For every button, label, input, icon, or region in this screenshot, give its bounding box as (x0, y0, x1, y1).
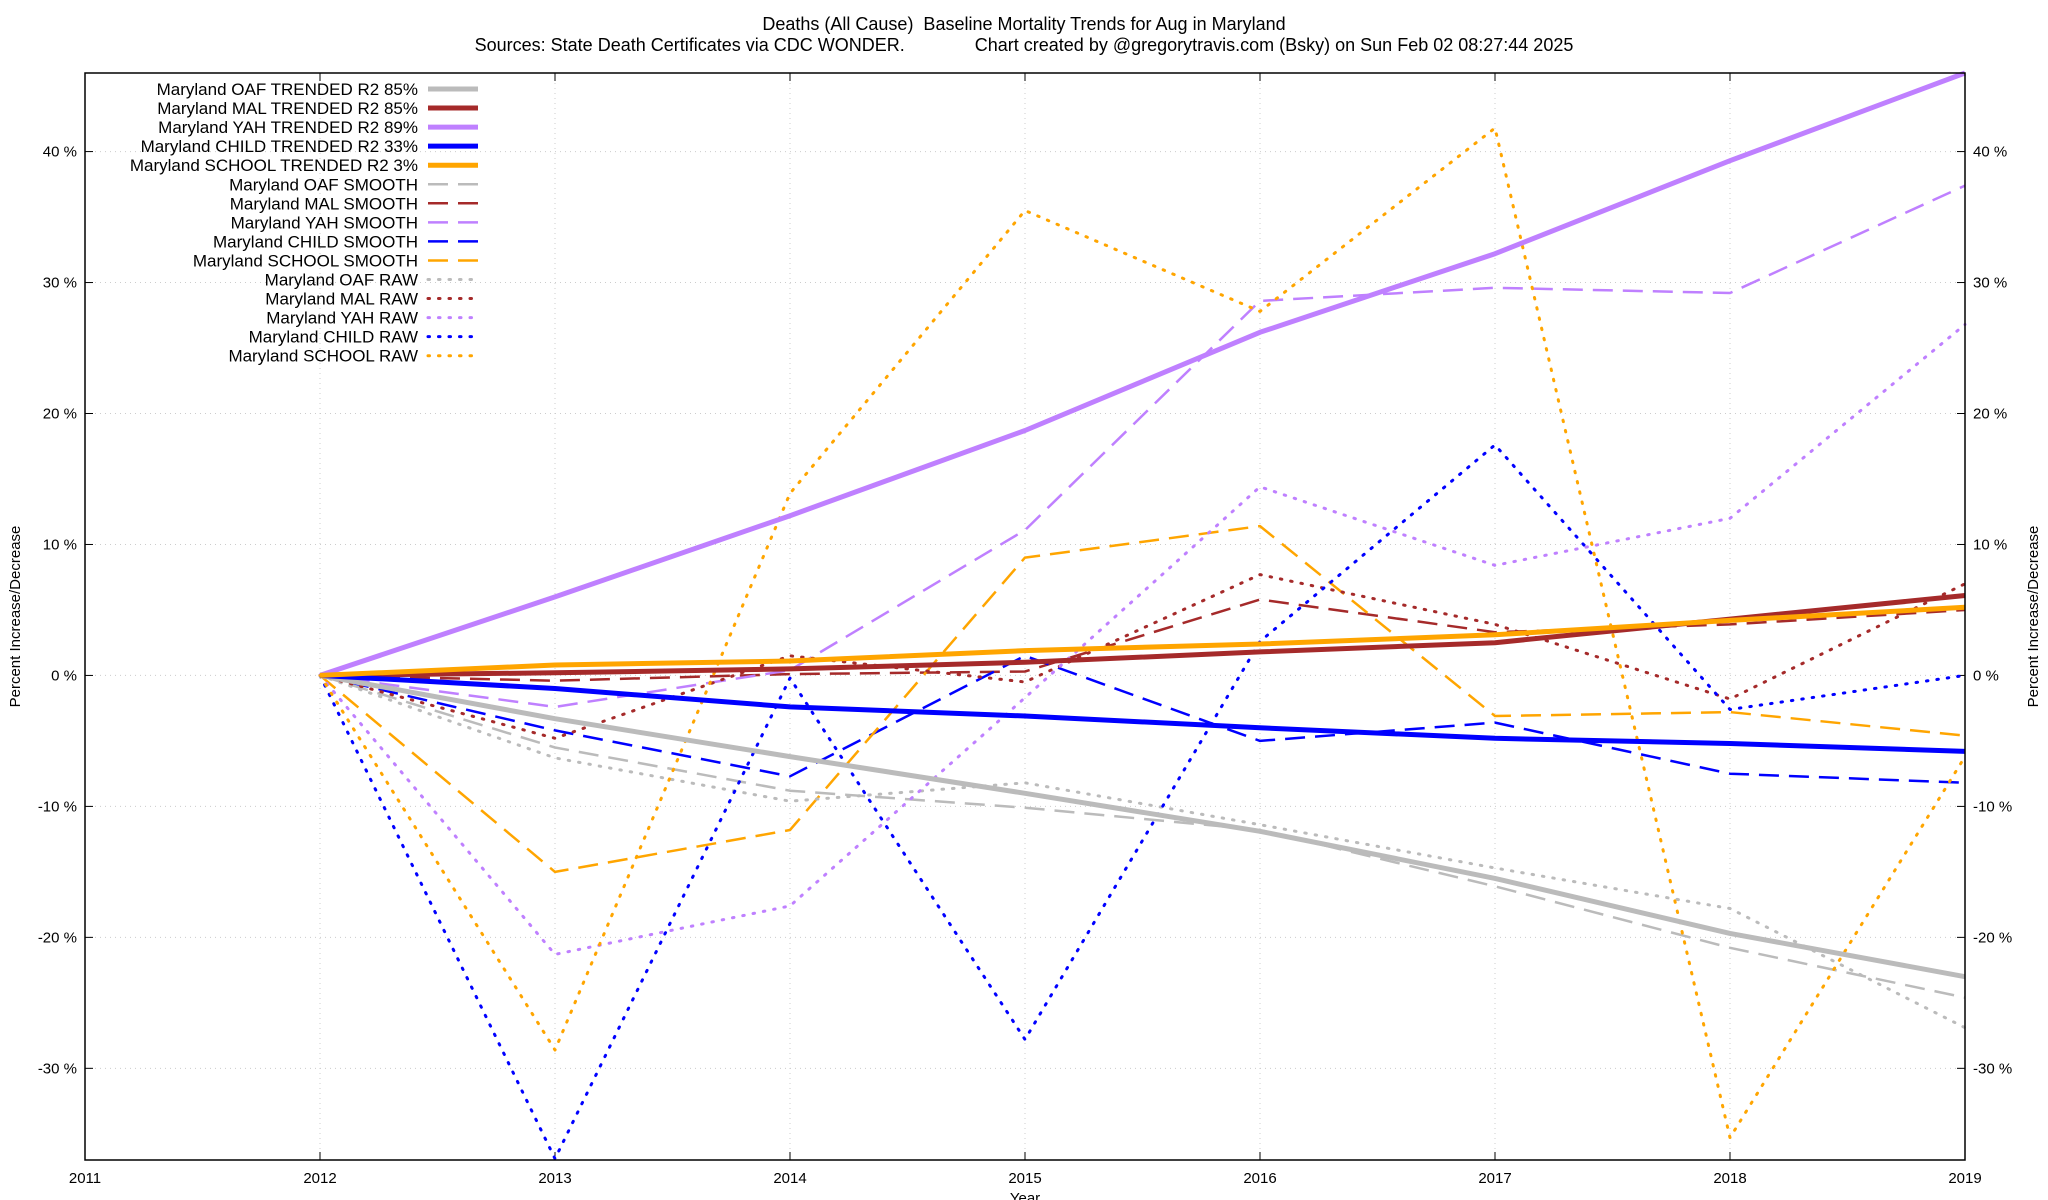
y2-axis-label: Percent Increase/Decrease (2025, 526, 2042, 708)
series-line-4 (319, 672, 1966, 754)
legend-label: Maryland SCHOOL SMOOTH (193, 251, 418, 270)
series-line-8 (319, 184, 1966, 709)
chart-title: Deaths (All Cause) Baseline Mortality Tr… (762, 14, 1286, 34)
axis-ticks: -30 % -30 % -20 % -20 % -10 % -10 % 0 % 0 % 10 %… (38, 73, 2012, 1187)
y2-tick-label: -10 % (1973, 798, 2012, 815)
plot-frame (84, 72, 1966, 1161)
series-line-1 (319, 672, 1966, 980)
y-tick-label: 0 % (51, 667, 77, 684)
series-line-13 (318, 323, 1967, 956)
x-axis-label: Year (1010, 1190, 1040, 1200)
legend-label: Maryland MAL TRENDED R2 85% (157, 99, 418, 118)
x-tick-label: 2014 (773, 1170, 806, 1187)
series-line-3 (319, 70, 1966, 678)
y2-tick-label: 0 % (1973, 667, 1999, 684)
legend-label: Maryland YAH SMOOTH (231, 213, 418, 232)
x-tick-label: 2019 (1948, 1170, 1981, 1187)
y-tick-label: 40 % (43, 144, 77, 161)
x-tick-label: 2013 (538, 1170, 571, 1187)
y-tick-label: -10 % (38, 798, 77, 815)
y2-tick-label: 10 % (1973, 536, 2007, 553)
y2-tick-label: 40 % (1973, 144, 2007, 161)
x-tick-label: 2011 (69, 1170, 101, 1187)
series-line-11 (318, 673, 1967, 1030)
series-lines (318, 70, 1967, 1161)
legend-label: Maryland CHILD RAW (249, 328, 418, 347)
series-line-14 (318, 443, 1967, 1161)
x-tick-label: 2016 (1243, 1170, 1276, 1187)
y2-tick-label: 30 % (1973, 275, 2007, 292)
series-line-5 (319, 604, 1966, 678)
y2-tick-label: -30 % (1973, 1060, 2012, 1077)
legend-label: Maryland YAH TRENDED R2 89% (158, 118, 418, 137)
legend: Maryland OAF TRENDED R2 85%Maryland MAL … (130, 80, 480, 366)
x-tick-label: 2018 (1713, 1170, 1746, 1187)
legend-label: Maryland CHILD SMOOTH (213, 232, 418, 251)
y-tick-label: -30 % (38, 1060, 77, 1077)
legend-label: Maryland SCHOOL TRENDED R2 3% (130, 156, 418, 175)
x-tick-label: 2017 (1478, 1170, 1511, 1187)
y2-tick-label: -20 % (1973, 929, 2012, 946)
chart-subtitle: Sources: State Death Certificates via CD… (474, 35, 1574, 55)
x-tick-label: 2015 (1008, 1170, 1041, 1187)
series-line-7 (319, 598, 1966, 682)
legend-label: Maryland YAH RAW (266, 309, 418, 328)
series-line-15 (318, 126, 1967, 1140)
y-axis-label: Percent Increase/Decrease (7, 526, 24, 708)
grid-lines (85, 73, 1965, 1160)
legend-label: Maryland MAL RAW (265, 290, 418, 309)
y2-tick-label: 20 % (1973, 406, 2007, 423)
legend-label: Maryland MAL SMOOTH (230, 194, 418, 213)
y-tick-label: 30 % (43, 275, 77, 292)
series-line-10 (319, 524, 1966, 874)
y-tick-label: -20 % (38, 929, 77, 946)
legend-label: Maryland OAF SMOOTH (229, 175, 418, 194)
legend-label: Maryland OAF RAW (265, 271, 418, 290)
y-tick-label: 20 % (43, 406, 77, 423)
y-tick-label: 10 % (43, 536, 77, 553)
legend-label: Maryland CHILD TRENDED R2 33% (141, 137, 418, 156)
legend-label: Maryland SCHOOL RAW (228, 347, 418, 366)
x-tick-label: 2012 (303, 1170, 336, 1187)
legend-label: Maryland OAF TRENDED R2 85% (157, 80, 418, 99)
series-line-6 (319, 674, 1966, 999)
series-line-9 (319, 654, 1966, 785)
